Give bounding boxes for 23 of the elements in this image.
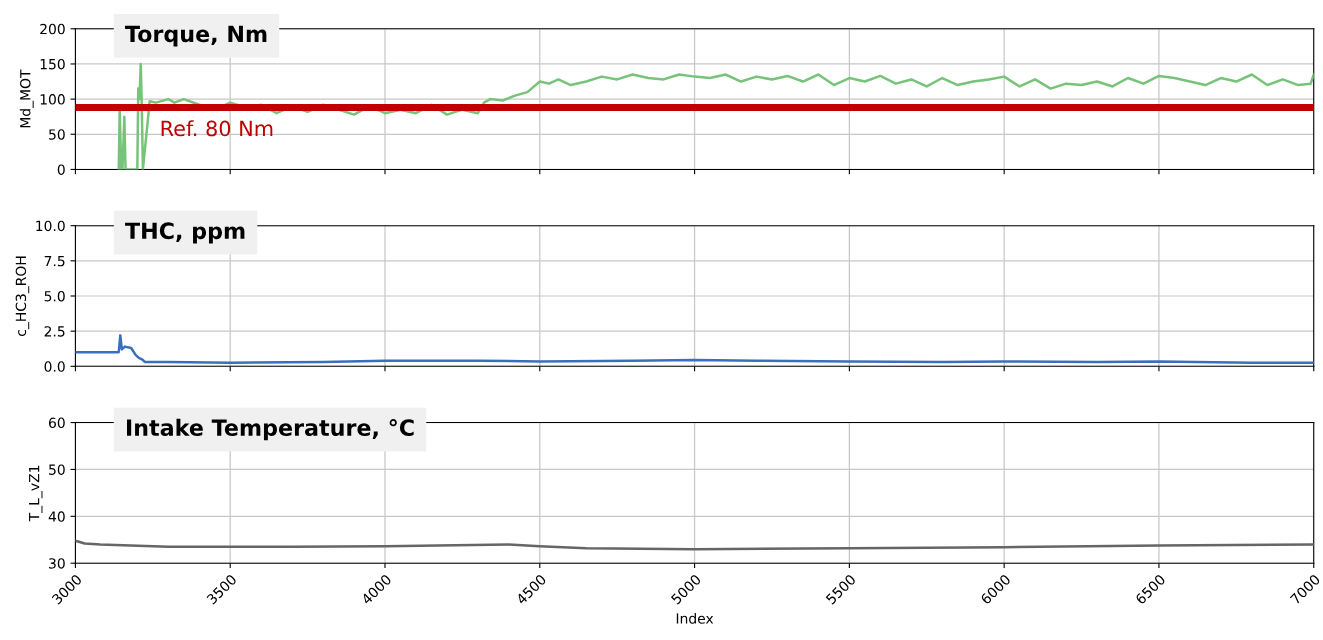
y-tick-label: 2.5	[44, 326, 65, 337]
y-tick-label: 10.0	[36, 220, 65, 232]
annotation: Torque, Nm	[125, 25, 267, 47]
y-tick-label: 50	[49, 464, 65, 475]
y-tick-label: 50	[49, 129, 65, 140]
line-series	[75, 539, 1314, 551]
y-tick-label: 100	[40, 94, 65, 105]
annotation: Intake Temperature, °C	[126, 418, 414, 441]
y-tick-label: 200	[40, 23, 65, 35]
y-tick-label: 40	[48, 511, 65, 522]
y-tick-label: 7.5	[44, 255, 65, 267]
x-axis-title: Index	[676, 612, 714, 624]
y-axis-title: c_HC3_ROH	[15, 256, 30, 336]
y-tick-label: 150	[40, 58, 65, 70]
annotation: THC, ppm	[125, 222, 245, 244]
y-axis-title: Md_MOT	[19, 69, 34, 128]
y-tick-label: 0	[57, 164, 65, 175]
y-tick-label: 5.0	[44, 290, 65, 302]
y-tick-label: 60	[48, 417, 65, 429]
y-axis-title: T_L_vZ1	[29, 465, 43, 522]
y-tick-label: 0.0	[44, 361, 65, 372]
y-tick-label: 30	[49, 558, 65, 569]
ref-line-label: Ref. 80 Nm	[161, 120, 273, 137]
